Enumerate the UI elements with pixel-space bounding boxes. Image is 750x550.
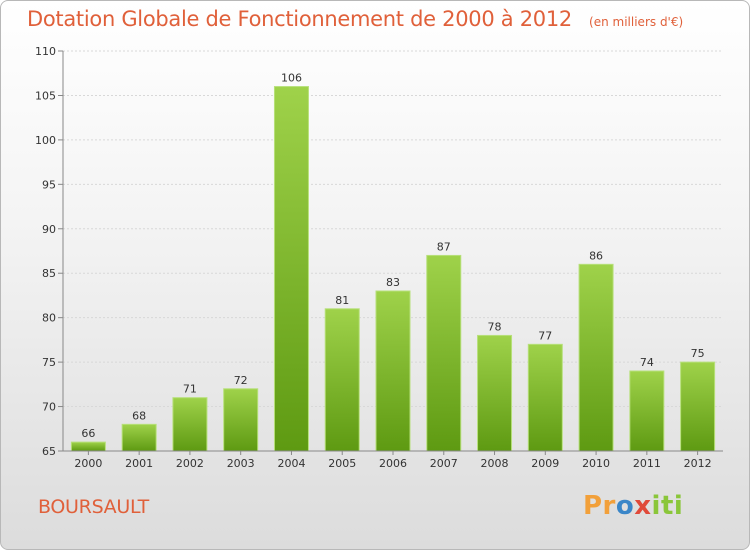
- commune-name: BOURSAULT: [38, 496, 149, 518]
- y-tick-label: 95: [42, 178, 56, 191]
- x-tick-label: 2011: [633, 457, 661, 470]
- bar-value-label: 75: [691, 347, 705, 360]
- bar-2005: [324, 308, 360, 452]
- logo-part-o: o: [615, 491, 635, 521]
- x-tick-label: 2005: [328, 457, 356, 470]
- x-tick-label: 2000: [74, 457, 102, 470]
- y-tick-label: 75: [42, 356, 56, 369]
- bar-2009: [527, 343, 563, 452]
- y-tick-label: 110: [35, 45, 56, 58]
- bar-value-label: 72: [234, 374, 248, 387]
- y-tick-label: 100: [35, 134, 56, 147]
- x-tick-label: 2006: [379, 457, 407, 470]
- x-tick-label: 2008: [481, 457, 509, 470]
- chart-unit: (en milliers d'€): [589, 15, 684, 29]
- x-tick-label: 2001: [125, 457, 153, 470]
- bar-value-label: 83: [386, 276, 400, 289]
- y-tick-label: 65: [42, 445, 56, 458]
- proxiti-logo: Proxiti: [583, 491, 683, 521]
- bar-2008: [477, 334, 513, 452]
- bar-value-label: 71: [183, 383, 197, 396]
- x-tick-label: 2004: [277, 457, 305, 470]
- x-tick-label: 2007: [430, 457, 458, 470]
- y-tick-label: 85: [42, 267, 56, 280]
- bar-2002: [172, 397, 208, 452]
- y-tick-label: 80: [42, 312, 56, 325]
- axes: 65 70 75 80 85 90 95 100 105 110 2000 2001 2002 2003 2…: [35, 45, 723, 470]
- bar-value-label: 86: [589, 249, 603, 262]
- bar-2010: [578, 263, 614, 452]
- x-tick-label: 2010: [582, 457, 610, 470]
- logo-part-iti: iti: [651, 491, 684, 521]
- bar-value-label: 106: [281, 72, 302, 85]
- bar-2012: [680, 361, 716, 452]
- logo-part-pr: Pr: [583, 491, 616, 521]
- x-tick-label: 2009: [531, 457, 559, 470]
- bar-2007: [426, 254, 462, 452]
- y-tick-label: 70: [42, 401, 56, 414]
- bar-value-label: 87: [437, 240, 451, 253]
- bar-2003: [223, 388, 259, 452]
- bar-2004: [273, 86, 309, 452]
- bar-2006: [375, 290, 411, 452]
- bar-value-label: 78: [488, 320, 502, 333]
- bar-value-label: 74: [640, 356, 654, 369]
- x-tick-label: 2002: [176, 457, 204, 470]
- bar-value-label: 81: [335, 294, 349, 307]
- bar-2011: [629, 370, 665, 452]
- bar-value-label: 68: [132, 409, 146, 422]
- bar-value-label: 66: [81, 427, 95, 440]
- title-row: Dotation Globale de Fonctionnement de 20…: [27, 7, 683, 31]
- y-tick-label: 90: [42, 223, 56, 236]
- bar-2001: [121, 423, 157, 452]
- bar-value-label: 77: [538, 329, 552, 342]
- bars: 66 68 71 72 106 81 83 87 78 77 86 74 75: [70, 72, 716, 452]
- chart-title: Dotation Globale de Fonctionnement de 20…: [27, 7, 572, 31]
- x-tick-label: 2003: [227, 457, 255, 470]
- x-tick-label: 2012: [684, 457, 712, 470]
- bar-2000: [70, 441, 106, 452]
- logo-part-x: x: [634, 491, 652, 521]
- y-tick-label: 105: [35, 89, 56, 102]
